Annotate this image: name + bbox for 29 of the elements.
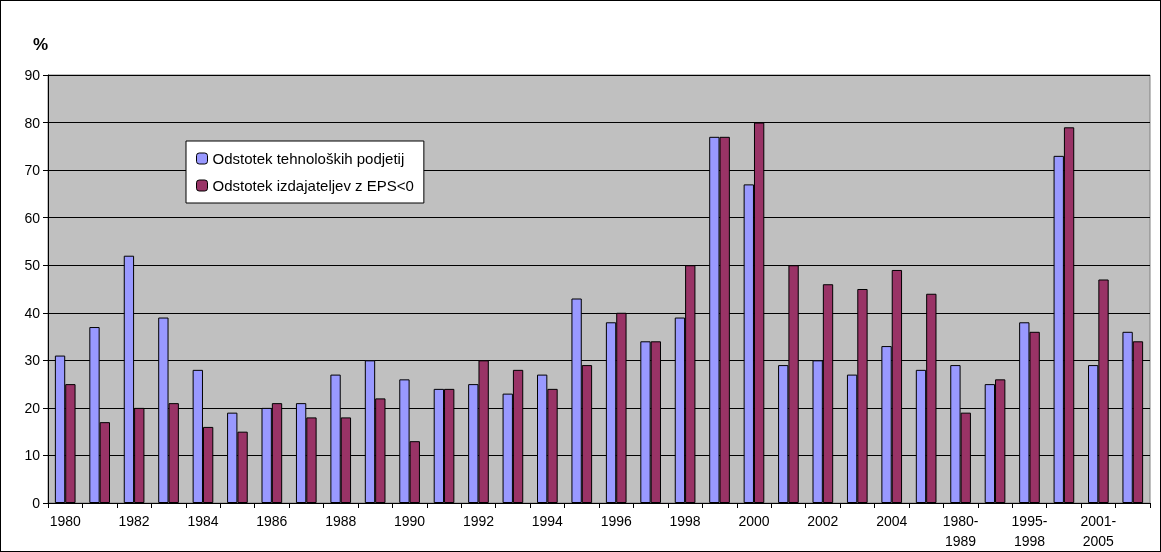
x-tick-label: 1980- 1989	[942, 513, 979, 549]
x-tick-label: 2004	[876, 513, 908, 529]
x-tick-label: 1988	[325, 513, 357, 529]
legend-label: Odstotek izdajateljev z EPS<0	[212, 177, 414, 194]
y-tick-label: 60	[24, 209, 41, 226]
x-tick-label: 2001- 2005	[1080, 513, 1117, 549]
x-tick-label: 1982	[118, 513, 150, 529]
y-tick-label: 90	[24, 67, 41, 83]
x-tick-label: 1984	[187, 513, 219, 529]
y-tick-label: 80	[24, 114, 41, 131]
x-tick-label: 1980	[49, 513, 81, 529]
x-tick-label: 1998	[669, 513, 701, 529]
x-tick-label: 2002	[807, 513, 839, 529]
y-tick-label: 30	[24, 352, 41, 369]
x-tick-label: 1995- 1998	[1011, 513, 1048, 549]
y-tick-label: 20	[24, 399, 41, 416]
x-tick-label: 2000	[738, 513, 770, 529]
y-tick-label: 10	[24, 447, 41, 464]
x-tick-label: 1986	[256, 513, 288, 529]
x-tick-label: 1994	[531, 513, 564, 529]
y-axis-title: %	[32, 35, 48, 54]
y-tick-label: 40	[24, 304, 41, 321]
y-tick-label: 50	[24, 257, 41, 274]
x-tick-label: 1996	[600, 513, 632, 529]
legend-label: Odstotek tehnoloških podjetij	[212, 150, 405, 167]
y-tick-label: 70	[24, 162, 41, 179]
y-tick-label: 0	[32, 495, 41, 511]
x-tick-label: 1992	[462, 513, 495, 529]
x-tick-label: 1990	[394, 513, 426, 529]
